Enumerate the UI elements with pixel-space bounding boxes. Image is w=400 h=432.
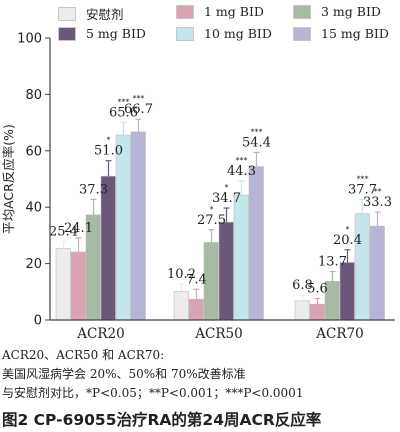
bar <box>55 248 71 321</box>
bar <box>70 251 86 321</box>
data-label: 33.3 <box>363 195 392 210</box>
y-tick-label: 20 <box>25 257 42 272</box>
legend-item: 安慰剂 <box>58 4 124 23</box>
legend-label: 1 mg BID <box>204 4 264 19</box>
y-tick-label: 80 <box>25 88 42 103</box>
y-tick-label: 40 <box>25 201 42 216</box>
x-tick-label: ACR70 <box>315 326 363 342</box>
bar <box>309 303 325 321</box>
y-tick-label: 0 <box>34 314 42 329</box>
bar <box>233 194 249 321</box>
footnote-line: 与安慰剂对比，*P<0.05；**P<0.001；***P<0.0001 <box>2 386 304 400</box>
footnote-line: 美国风湿病学会 20%、50%和 70%改善标准 <box>2 367 246 381</box>
bar <box>369 225 385 321</box>
figure-caption: 图2 CP-69055治疗RA的第24周ACR反应率 <box>2 411 322 429</box>
legend-item: 5 mg BID <box>58 26 146 41</box>
bar <box>248 166 264 321</box>
legend-swatch <box>293 4 311 19</box>
bar <box>188 298 204 321</box>
legend-swatch <box>293 26 311 41</box>
significance-mark: *** <box>236 156 248 165</box>
bar <box>339 262 355 321</box>
legend-label: 3 mg BID <box>321 4 381 19</box>
legend-item: 15 mg BID <box>293 26 389 41</box>
data-label: 34.7 <box>212 191 241 206</box>
data-label: 20.4 <box>333 233 362 248</box>
legend-label: 15 mg BID <box>321 26 389 41</box>
data-label: 51.0 <box>94 144 123 159</box>
legend-item: 1 mg BID <box>176 4 264 19</box>
bar <box>100 175 116 321</box>
legend-label: 5 mg BID <box>86 26 146 41</box>
footnote-line: ACR20、ACR50 和 ACR70: <box>2 348 165 362</box>
data-label: 24.1 <box>64 221 93 236</box>
legend-label: 10 mg BID <box>204 26 272 41</box>
legend-label: 安慰剂 <box>86 7 124 22</box>
legend-item: 10 mg BID <box>176 26 272 41</box>
data-label: 7.4 <box>186 272 207 287</box>
y-tick-label: 100 <box>17 32 42 47</box>
significance-mark: * <box>225 183 229 192</box>
footnotes: ACR20、ACR50 和 ACR70: 美国风湿病学会 20%、50%和 70… <box>2 346 303 403</box>
bar <box>218 221 234 321</box>
data-label: 54.4 <box>242 135 271 150</box>
bar <box>173 290 189 321</box>
data-label: 66.7 <box>124 102 153 117</box>
legend-swatch <box>58 6 76 21</box>
significance-mark: *** <box>118 97 130 106</box>
y-axis-label: 平均ACR反应率(%) <box>1 124 16 234</box>
significance-mark: *** <box>251 127 263 136</box>
bar <box>130 131 146 321</box>
bar <box>294 300 310 321</box>
data-label: 25.4 <box>49 224 78 239</box>
significance-mark: * <box>210 205 214 214</box>
legend-swatch <box>58 26 76 41</box>
significance-mark: *** <box>357 175 369 184</box>
data-label: 5.6 <box>307 282 328 297</box>
legend-swatch <box>176 26 194 41</box>
data-label: 13.7 <box>318 254 347 269</box>
data-label: 37.7 <box>348 183 377 198</box>
legend-item: 3 mg BID <box>293 4 381 19</box>
bar <box>115 134 131 321</box>
y-tick-label: 60 <box>25 144 42 159</box>
bar <box>354 213 370 321</box>
significance-mark: * <box>346 225 350 234</box>
data-label: 27.5 <box>197 213 226 228</box>
data-label: 65.6 <box>109 105 138 120</box>
data-label: 6.8 <box>292 278 313 293</box>
significance-mark: * <box>107 136 111 145</box>
legend-swatch <box>176 4 194 19</box>
x-tick-label: ACR20 <box>76 326 124 342</box>
significance-mark: ** <box>374 187 382 196</box>
data-label: 37.3 <box>79 182 108 197</box>
data-label: 44.3 <box>227 164 256 179</box>
x-tick-label: ACR50 <box>194 326 242 342</box>
significance-mark: *** <box>133 94 145 103</box>
data-label: 10.2 <box>167 267 196 282</box>
